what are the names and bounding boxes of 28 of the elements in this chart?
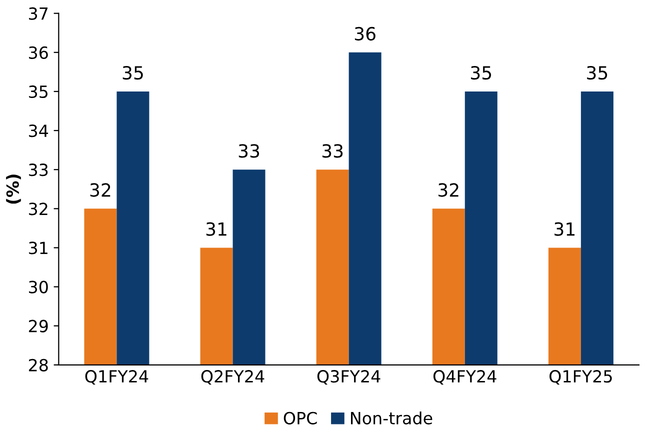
data-label: 32 [438,183,458,197]
data-label: 33 [322,144,343,158]
data-label: 35 [122,66,143,80]
y-tick-label: 31 [29,242,48,254]
x-tick-label: Q3FY24 [317,370,380,385]
y-tick-label: 29 [28,320,48,332]
data-label: 35 [471,66,492,80]
x-tick-label: Q4FY24 [433,370,496,385]
x-tick-label: Q1FY24 [85,370,148,385]
data-label: 36 [354,26,376,41]
data-label: 31 [554,222,575,236]
y-tick-label: 36 [29,46,48,59]
y-tick-label: 35 [29,85,48,98]
y-tick-label: 37 [29,7,48,20]
y-axis-title: (%) [6,174,21,204]
y-tick-label: 33 [29,164,48,176]
data-label: 32 [90,183,110,197]
legend-label: Non-trade [351,412,432,424]
y-tick-label: 30 [29,280,48,294]
data-label: 31 [206,222,226,236]
y-tick-label: 34 [29,124,48,138]
x-tick-label: Q2FY24 [201,370,264,385]
data-label: 35 [587,66,608,80]
data-label: 33 [238,144,260,158]
y-tick-label: 32 [29,202,48,216]
x-tick-label: Q1FY25 [550,370,612,385]
y-tick-label: 28 [28,358,48,372]
legend-label: OPC [284,412,317,424]
